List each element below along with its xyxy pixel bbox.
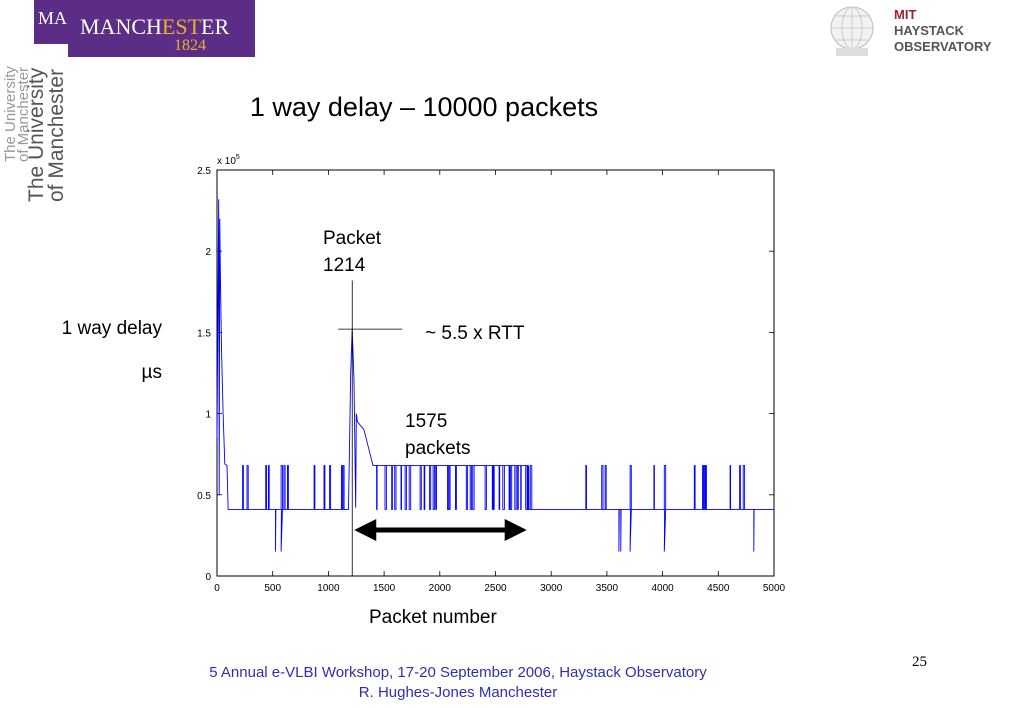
y-axis-label-line1: 1 way delay <box>61 318 162 339</box>
manchester-prefix: MA <box>38 8 67 28</box>
x-tick-labels: 0 500 1000 1500 2000 2500 3000 3500 4000 4500 5000 <box>214 583 785 594</box>
slide-title: 1 way delay – 10000 packets <box>249 92 599 122</box>
x-tick-label: 500 <box>264 583 281 594</box>
mit-line3: OBSERVATORY <box>894 39 992 54</box>
series-delay-line <box>216 199 774 552</box>
uni-ghost-line1: The University <box>2 66 19 162</box>
mit-haystack-logo: MIT HAYSTACK OBSERVATORY <box>828 2 1018 62</box>
slide-number: 25 <box>912 654 927 670</box>
y-tick-label: 0.5 <box>197 491 211 502</box>
y-axis-label-line2: µs <box>141 362 162 383</box>
manchester-word-b: EST <box>162 14 202 39</box>
y-tick-label: 0 <box>205 572 211 583</box>
rtt-annotation: ~ 5.5 x RTT <box>425 323 525 344</box>
svg-text:MANCHESTER: MANCHESTER <box>80 14 229 39</box>
y-tick-label: 1 <box>205 410 211 421</box>
footer-line2: R. Hughes-Jones Manchester <box>358 684 558 701</box>
x-tick-label: 0 <box>214 583 220 594</box>
packet-count-line2: packets <box>405 438 471 459</box>
x-axis-label: Packet number <box>369 607 497 628</box>
packet-annotation-line2: 1214 <box>323 255 366 276</box>
manchester-word-a: MANCH <box>80 14 162 39</box>
packet-annotation-line1: Packet <box>323 228 382 249</box>
y-tick-label: 2 <box>205 247 211 258</box>
globe-icon <box>830 6 874 56</box>
uni-ghost-line2: of Manchester <box>15 67 32 162</box>
y-tick-label: 2.5 <box>197 166 211 177</box>
manchester-word-c: ER <box>201 14 229 39</box>
packet-annotation: Packet 1214 <box>323 225 381 279</box>
footer-line1: 5 Annual e-VLBI Workshop, 17-20 Septembe… <box>209 664 707 681</box>
delay-chart: 0 500 1000 1500 2000 2500 3000 3500 4000 4500 5000… <box>197 154 785 594</box>
mit-line1: MIT <box>894 7 916 22</box>
manchester-year: 1824 <box>174 37 206 54</box>
y-tick-labels: 0 0.5 1 1.5 2 2.5 <box>197 166 211 583</box>
y-multiplier: x 105 <box>217 154 240 167</box>
packets-span-arrow <box>354 519 527 541</box>
x-tick-label: 3000 <box>540 583 563 594</box>
packet-count-line1: 1575 <box>405 411 448 432</box>
x-tick-label: 3500 <box>596 583 619 594</box>
x-tick-label: 2000 <box>429 583 452 594</box>
y-tick-label: 1.5 <box>197 328 211 339</box>
x-tick-label: 4500 <box>707 583 730 594</box>
axis-ticks <box>216 169 775 577</box>
mit-line2: HAYSTACK <box>894 23 965 38</box>
university-vertical-text: The University of Manchester The Univers… <box>0 44 70 204</box>
uni-line2: of Manchester <box>45 69 68 202</box>
manchester-logo: MA MANCHESTER 1824 <box>34 0 255 57</box>
arrow-head-right <box>504 519 527 541</box>
plot-area <box>216 169 775 577</box>
x-tick-label: 2500 <box>484 583 507 594</box>
x-tick-label: 5000 <box>763 583 786 594</box>
x-tick-label: 1500 <box>373 583 396 594</box>
x-tick-label: 4000 <box>651 583 674 594</box>
x-tick-label: 1000 <box>317 583 340 594</box>
arrow-head-left <box>354 519 377 541</box>
packet-count-annotation: 1575 packets <box>405 408 470 462</box>
uni-line1: The University <box>25 67 48 202</box>
footer: 5 Annual e-VLBI Workshop, 17-20 Septembe… <box>120 663 796 703</box>
